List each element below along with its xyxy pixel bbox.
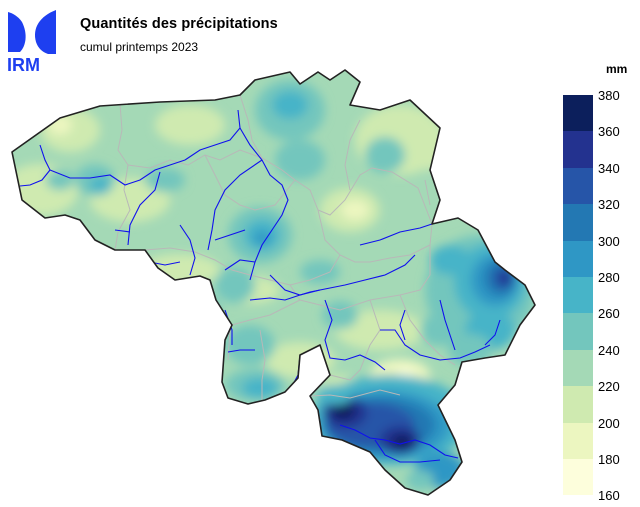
- legend-unit: mm: [606, 62, 628, 76]
- legend-tick-label: 340: [598, 160, 620, 176]
- legend-swatch: [563, 95, 593, 132]
- map-title: Quantités des précipitations: [80, 16, 278, 32]
- legend-tick-label: 360: [598, 124, 620, 140]
- legend-tick-label: 240: [598, 342, 620, 358]
- legend-tick-label: 180: [598, 452, 620, 467]
- legend-swatch: [563, 276, 593, 314]
- legend-tick-label: 300: [598, 233, 620, 249]
- irm-logo: IRM: [7, 10, 56, 74]
- legend-swatch: [563, 422, 593, 459]
- legend-tick-label: 200: [598, 415, 620, 431]
- legend-tick-label: 320: [598, 197, 620, 213]
- precipitation-field: [12, 70, 535, 495]
- legend-swatch: [563, 167, 593, 205]
- legend-swatch: [563, 386, 593, 423]
- legend-swatch: [563, 313, 593, 350]
- legend-tick-label: 160: [598, 488, 620, 504]
- legend-swatch: [563, 131, 593, 168]
- legend-colorbar: [563, 95, 593, 496]
- legend-tick-label: 220: [598, 379, 620, 395]
- logo-left-shape: [8, 12, 26, 52]
- legend-swatch: [563, 204, 593, 241]
- map-subtitle: cumul printemps 2023: [80, 40, 199, 54]
- legend-swatch: [563, 240, 593, 277]
- province-boundaries: [114, 94, 456, 400]
- legend-tick-label: 280: [598, 270, 620, 285]
- rivers: [19, 109, 501, 463]
- legend-swatch: [563, 349, 593, 387]
- legend-tick-label: 260: [598, 306, 620, 322]
- country-border: [11, 69, 536, 496]
- legend-tick-label: 380: [598, 88, 620, 103]
- logo-text: IRM: [7, 55, 40, 74]
- legend-swatch: [563, 458, 593, 496]
- logo-right-shape: [34, 10, 56, 54]
